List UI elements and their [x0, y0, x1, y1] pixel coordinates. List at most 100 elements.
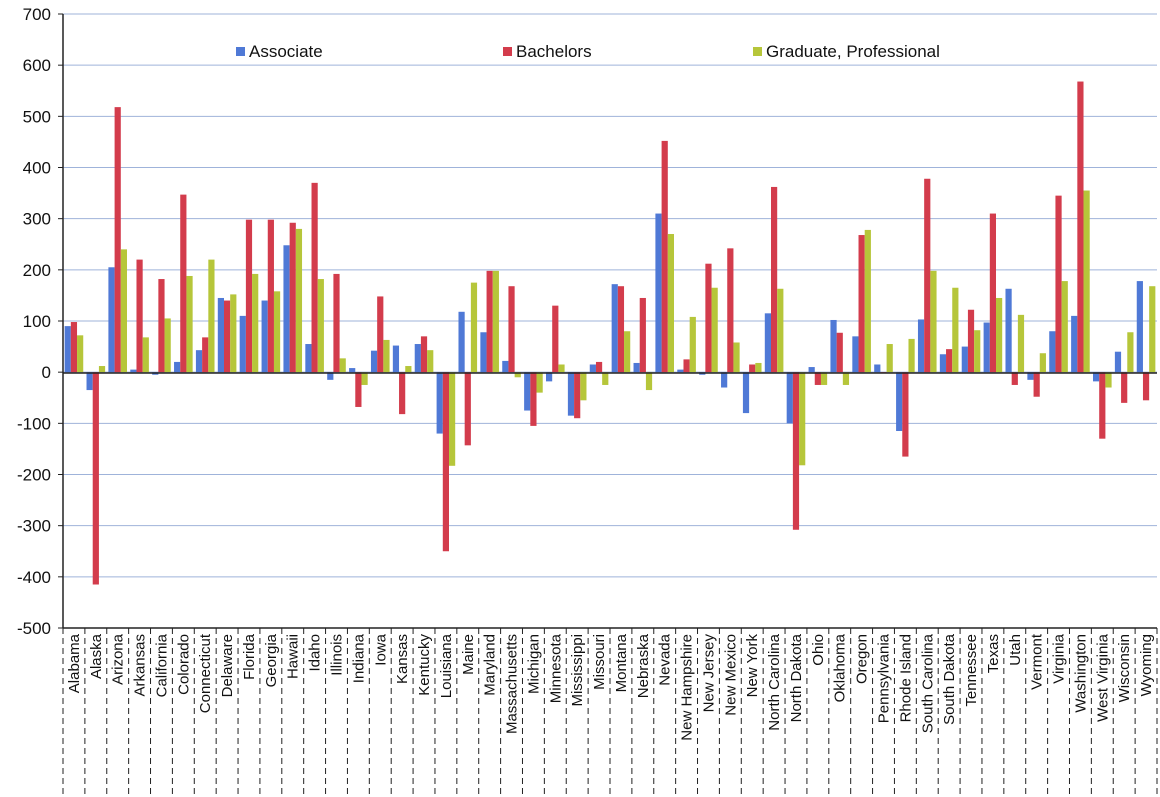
bar-bachelors-iowa	[377, 296, 384, 373]
bar-graduate-professional-arizona	[120, 249, 127, 373]
bar-associate-new-york	[742, 372, 750, 414]
bar-graduate-professional-arkansas	[142, 337, 149, 373]
category-label: Pennsylvania	[876, 633, 893, 723]
bar-graduate-professional-iowa	[383, 339, 390, 373]
bar-bachelors-alaska	[92, 372, 99, 585]
bar-associate-florida	[239, 315, 246, 373]
bar-bachelors-south-carolina	[924, 178, 931, 373]
bar-associate-kansas	[392, 345, 400, 373]
y-tick-label: -400	[17, 568, 51, 587]
category-label: North Carolina	[766, 633, 783, 730]
bar-graduate-professional-illinois	[339, 358, 346, 373]
category-labels: Alabama Alaska Arizona Arkansas California Co…	[66, 633, 1155, 741]
bar-associate-alaska	[86, 372, 93, 391]
bar-graduate-professional-idaho	[317, 279, 324, 373]
bar-bachelors-louisiana	[442, 372, 449, 552]
bar-bachelors-california	[158, 279, 165, 373]
bar-graduate-professional-vermont	[1039, 353, 1046, 373]
category-label: Illinois	[329, 634, 346, 676]
legend: Associate Bachelors Graduate, Professional	[236, 42, 940, 61]
bar-bachelors-vermont	[1033, 372, 1040, 397]
category-label: Montana	[613, 633, 630, 692]
category-label: West Virginia	[1094, 633, 1111, 721]
bar-graduate-professional-maryland	[492, 270, 499, 373]
category-label: Oklahoma	[832, 633, 849, 702]
category-label: Kansas	[394, 634, 411, 684]
y-tick-label: 400	[23, 159, 51, 178]
bar-graduate-professional-south-dakota	[952, 287, 959, 373]
bar-bachelors-kansas	[399, 372, 406, 415]
category-label: Delaware	[219, 634, 236, 697]
category-label: Missouri	[591, 634, 608, 690]
bar-associate-new-mexico	[721, 372, 728, 388]
category-label: Rhode Island	[897, 634, 914, 722]
bar-associate-connecticut	[195, 350, 203, 373]
bar-graduate-professional-tennessee	[974, 330, 981, 373]
bar-bachelors-north-carolina	[771, 186, 778, 373]
bar-bachelors-mississippi	[574, 372, 581, 419]
category-label: Texas	[985, 634, 1002, 673]
bar-bachelors-maryland	[486, 270, 493, 373]
legend-label: Bachelors	[516, 42, 592, 61]
bar-associate-vermont	[1027, 372, 1034, 380]
bar-bachelors-tennessee	[967, 309, 975, 373]
bar-associate-delaware	[217, 297, 224, 373]
bar-graduate-professional-texas	[996, 297, 1003, 373]
category-label: Utah	[1007, 634, 1024, 666]
bar-graduate-professional-west-virginia	[1105, 372, 1112, 388]
bar-associate-arkansas	[130, 369, 137, 373]
bar-associate-oklahoma	[830, 319, 837, 373]
bar-bachelors-new-hampshire	[683, 359, 690, 373]
y-tick-label: 0	[42, 363, 51, 382]
bar-associate-michigan	[524, 372, 531, 411]
category-label: New Hampshire	[679, 634, 696, 741]
bar-bachelors-utah	[1011, 372, 1018, 385]
bar-associate-rhode-island	[896, 372, 903, 432]
legend-swatch	[503, 47, 512, 56]
bar-associate-tennessee	[961, 346, 968, 373]
category-dividers	[62, 628, 1158, 797]
bar-graduate-professional-wyoming	[1149, 286, 1156, 373]
bar-bachelors-alabama	[70, 322, 78, 373]
category-label: Minnesota	[547, 633, 564, 703]
category-label: New Jersey	[700, 634, 717, 713]
category-label: South Dakota	[941, 633, 958, 725]
bar-associate-georgia	[261, 300, 268, 373]
bar-bachelors-virginia	[1055, 195, 1062, 373]
bar-associate-nebraska	[633, 362, 640, 373]
category-label: New York	[744, 634, 761, 698]
y-tick-label: 600	[23, 56, 51, 75]
category-label: Washington	[1072, 634, 1089, 713]
bar-graduate-professional-virginia	[1061, 281, 1068, 373]
bar-graduate-professional-pennsylvania	[886, 344, 893, 373]
bar-bachelors-indiana	[355, 372, 362, 407]
category-label: Hawaii	[285, 634, 302, 679]
category-label: Virginia	[1051, 633, 1068, 683]
bar-bachelors-texas	[989, 213, 996, 373]
bar-associate-south-dakota	[939, 354, 947, 373]
bar-associate-west-virginia	[1093, 372, 1100, 382]
y-tick-label: -500	[17, 619, 51, 638]
bar-bachelors-kentucky	[420, 336, 428, 373]
bar-graduate-professional-kansas	[405, 366, 412, 373]
category-label: Maryland	[482, 634, 499, 696]
bar-associate-hawaii	[283, 245, 290, 373]
category-label: Arkansas	[132, 634, 149, 697]
category-label: Vermont	[1029, 633, 1046, 690]
bar-bachelors-new-mexico	[727, 248, 734, 373]
bar-associate-wisconsin	[1114, 351, 1122, 373]
category-label: Massachusetts	[504, 634, 521, 734]
bar-associate-utah	[1005, 288, 1012, 373]
bars	[64, 81, 1156, 585]
bar-graduate-professional-california	[164, 318, 171, 373]
bar-bachelors-delaware	[224, 300, 231, 373]
y-tick-label: 500	[23, 107, 51, 126]
bar-bachelors-new-jersey	[705, 263, 712, 373]
bar-graduate-professional-oklahoma	[842, 372, 850, 385]
bar-bachelors-ohio	[814, 372, 821, 385]
y-tick-label: -200	[17, 466, 51, 485]
y-tick-label: 100	[23, 312, 51, 331]
bar-bachelors-arizona	[114, 107, 121, 373]
bar-associate-texas	[983, 322, 990, 373]
